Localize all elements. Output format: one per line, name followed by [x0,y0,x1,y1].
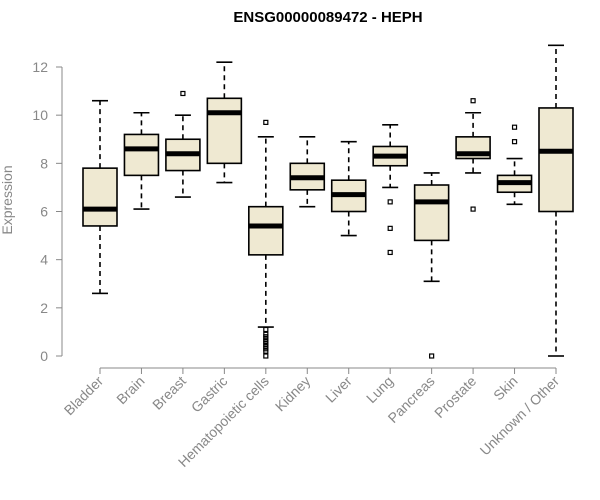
y-axis-label: Expression [0,165,15,234]
outlier-point [511,124,518,130]
y-tick-label: 4 [40,252,48,268]
x-tick-label: Liver [322,373,355,406]
outlier-point [263,353,269,359]
outlier-point [263,326,269,333]
box-unknown-other [538,44,574,357]
iqr-box [123,133,160,177]
outlier-point [470,98,476,104]
box-prostate [455,98,491,212]
y-axis: 0 2 4 6 8 10 12 [32,59,63,364]
outlier-point [511,139,518,145]
outlier-point [263,348,269,354]
box-hematopoietic-cells [248,119,284,359]
x-tick-label: Bladder [61,373,107,419]
y-tick-label: 12 [32,59,48,75]
outlier-point [387,199,393,205]
outlier-point [470,206,476,212]
box-breast [165,90,201,198]
outlier-point [180,90,186,97]
y-tick-label: 8 [40,155,48,171]
x-tick-label: Breast [149,373,189,413]
iqr-box [206,97,243,165]
outlier-point [387,249,393,256]
box-series [82,44,574,359]
box-kidney [289,136,326,208]
x-tick-label: Lung [363,373,396,406]
x-tick-label: Unknown / Other [477,373,563,459]
y-tick-label: 10 [32,107,48,123]
box-pancreas [413,172,450,359]
box-skin [496,124,533,206]
x-tick-label: Prostate [431,373,479,421]
iqr-box [413,184,450,242]
x-tick-label: Kidney [272,373,314,415]
x-tick-label: Skin [490,373,521,404]
y-tick-label: 0 [40,348,48,364]
outlier-point [429,353,435,359]
chart-title: ENSG00000089472 - HEPH [233,9,422,26]
box-liver [330,140,367,237]
box-gastric [206,61,243,184]
outlier-point [387,225,393,231]
outlier-point [263,119,269,125]
y-tick-label: 6 [40,204,48,220]
box-lung [372,124,408,256]
x-tick-label: Brain [113,373,147,407]
box-bladder [82,99,118,295]
iqr-box [538,107,574,213]
iqr-box [248,205,284,256]
y-tick-label: 2 [40,300,48,316]
box-brain [123,111,160,210]
iqr-box [82,167,118,227]
